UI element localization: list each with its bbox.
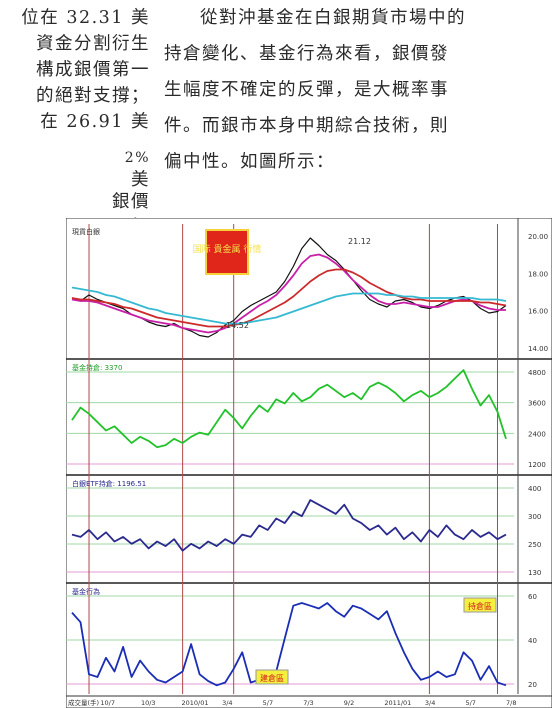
logo-badge (205, 229, 249, 275)
left-text-line: 資金分割衍生 (36, 34, 150, 54)
left-text-line: 位在 32.31 美 (21, 8, 150, 28)
right-text-line: 偏中性。如圖所示： (164, 152, 335, 172)
y-tick-label: 2400 (528, 430, 546, 438)
badge-text: 国际 貴金属 行情 (193, 243, 262, 255)
silver-technical-chart: 20.00 18.00 16.00 14.00 4800 3600 2400 1200 400 3… (66, 218, 552, 708)
x-tick-label: 3/4 (222, 699, 232, 707)
y-tick-label: 20.00 (528, 233, 548, 241)
left-text-line: 銀價 (112, 192, 150, 212)
y-tick-label: 130 (528, 569, 541, 577)
x-tick-label: 2011/01 (384, 699, 411, 707)
left-text-line: 的絕對支撐； (36, 86, 150, 106)
series-line-ma-mid (71, 268, 507, 328)
y-tick-label: 18.00 (528, 270, 548, 278)
chart-frame (66, 218, 552, 708)
holding-zone-box (463, 597, 497, 613)
right-text-line: 持倉變化、基金行為來看，銀價發 (164, 44, 449, 64)
panel-label: 基金行為 (72, 587, 100, 596)
y-tick-label: 300 (528, 513, 541, 521)
y-tick-label: 20 (528, 681, 537, 689)
series-line-fund-position (71, 369, 507, 449)
series-line-fund-behavior (71, 602, 507, 687)
right-text-line: 件。而銀市本身中期綜合技術，則 (164, 116, 449, 136)
panel-label: 現貨白銀 (72, 227, 100, 236)
left-text-line: 2% (124, 150, 150, 166)
y-tick-label: 40 (528, 637, 537, 645)
x-tick-label: 5/7 (263, 699, 273, 707)
y-tick-label: 60 (528, 593, 537, 601)
y-tick-label: 4800 (528, 369, 546, 377)
y-tick-label: 1200 (528, 461, 546, 469)
building-zone-box (255, 669, 289, 685)
building-zone-label: 建倉區 (260, 673, 284, 683)
x-tick-label: 10/7 (100, 699, 115, 707)
x-tick-label: 7/3 (303, 699, 313, 707)
y-tick-label: 400 (528, 485, 541, 493)
x-tick-label: 10/3 (141, 699, 156, 707)
left-text-line: 美 (131, 170, 150, 190)
left-text-line: 在 26.91 美 (40, 112, 150, 132)
series-line-ma-long (71, 286, 507, 325)
y-tick-label: 16.00 (528, 308, 548, 316)
right-text-column: 從對沖基金在白銀期貨市場中的持倉變化、基金行為來看，銀價發 生幅度不確定的反彈，是… (164, 0, 552, 190)
series-line-etf-holding (71, 499, 507, 552)
x-tick-label: 9/2 (344, 699, 354, 707)
peak-annotation: 21.12 (348, 237, 371, 246)
right-text-line: 生幅度不確定的反彈，是大概率事 (164, 80, 449, 100)
y-tick-label: 3600 (528, 400, 546, 408)
x-tick-label: 2010/01 (182, 699, 209, 707)
panel-label: 白銀ETF持倉: 1196.51 (72, 479, 146, 488)
x-tick-label: 5/7 (465, 699, 475, 707)
holding-zone-label: 持倉區 (468, 601, 492, 611)
trough-annotation: 14.52 (226, 321, 249, 330)
y-tick-label: 250 (528, 541, 541, 549)
x-tick-label: 成交量(手) (68, 698, 99, 707)
series-line-ma-short (71, 253, 506, 334)
x-tick-label: 3/4 (425, 699, 435, 707)
right-text-line: 從對沖基金在白銀期貨市場中的 (200, 8, 466, 28)
y-tick-label: 14.00 (528, 345, 548, 353)
x-tick-label: 7/8 (506, 699, 516, 707)
left-text-line: 構成銀價第一 (36, 60, 150, 80)
panel-label: 基金持倉: 3370 (72, 363, 122, 372)
